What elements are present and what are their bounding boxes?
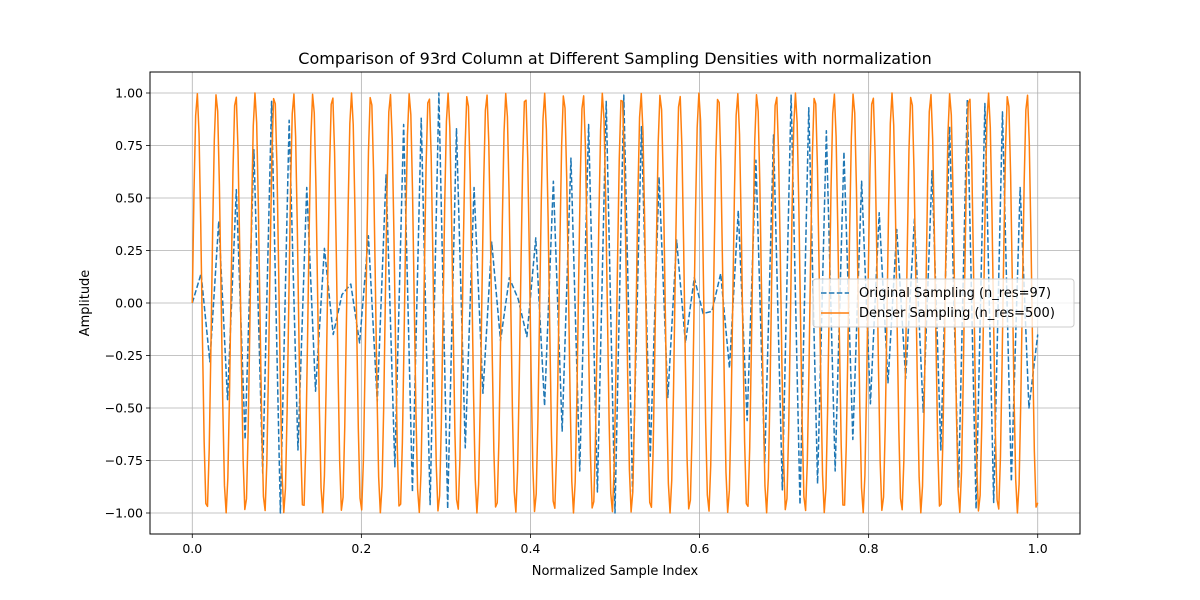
legend: Original Sampling (n_res=97) Denser Samp… — [812, 278, 1075, 328]
legend-label-denser: Denser Sampling (n_res=500) — [859, 306, 1055, 321]
y-tick-label: −0.75 — [105, 453, 143, 468]
y-tick-label: 0.50 — [115, 191, 143, 206]
series-line-original — [191, 92, 1039, 514]
x-tick-label: 1.0 — [1028, 541, 1048, 556]
x-tick-label: 0.6 — [690, 541, 710, 556]
x-tick-label: 0.2 — [351, 541, 371, 556]
y-tick-label: 1.00 — [115, 86, 143, 101]
y-tick-label: 0.25 — [115, 243, 143, 258]
y-tick-label: 0.00 — [115, 296, 143, 311]
legend-label-original: Original Sampling (n_res=97) — [859, 286, 1051, 301]
legend-box — [812, 278, 1075, 328]
y-tick-label: −1.00 — [105, 506, 143, 521]
x-tick-label: 0.8 — [859, 541, 879, 556]
chart-title: Comparison of 93rd Column at Different S… — [298, 49, 931, 68]
y-tick-label: −0.50 — [105, 401, 143, 416]
x-axis-label: Normalized Sample Index — [532, 564, 699, 579]
y-tick-label: −0.25 — [105, 348, 143, 363]
ticks: 0.0 0.2 0.4 0.6 0.8 1.0 −1.00 −0.75 −0.50 −0.25 0.… — [105, 86, 1048, 557]
x-tick-label: 0.4 — [521, 541, 541, 556]
x-tick-label: 0.0 — [182, 541, 202, 556]
y-axis-label: Amplitude — [78, 270, 93, 337]
y-tick-label: 0.75 — [115, 138, 143, 153]
